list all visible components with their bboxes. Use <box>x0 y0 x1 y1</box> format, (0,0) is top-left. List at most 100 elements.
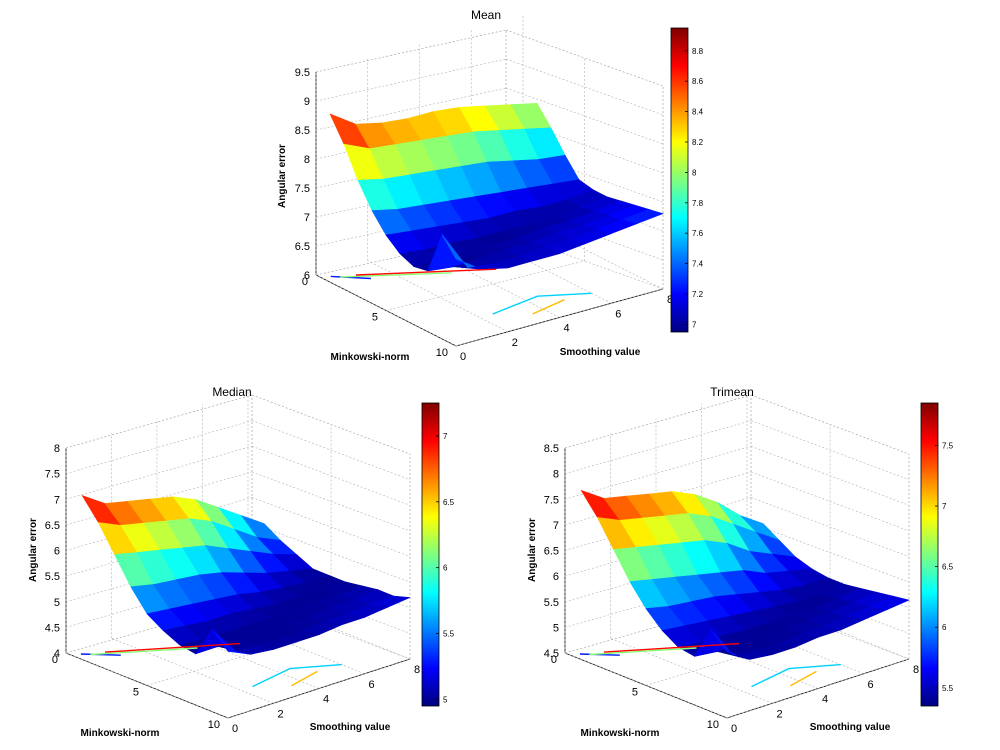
z-tick-label: 4 <box>54 648 60 660</box>
y-tick-label: 0 <box>302 276 308 288</box>
z-grid-line <box>65 420 253 474</box>
z-axis-label: Angular error <box>28 518 39 582</box>
colorbar-tick-label: 7.6 <box>692 229 704 238</box>
floor-contour <box>291 670 318 687</box>
colorbar-tick-label: 7 <box>942 502 947 511</box>
z-tick-label: 5 <box>54 597 60 609</box>
surface-patch <box>622 209 664 224</box>
z-grid-line <box>315 58 507 102</box>
x-tick-label: 8 <box>414 664 420 676</box>
z-grid-line <box>564 420 752 474</box>
y-tick-label: 0 <box>52 654 58 666</box>
y-tick-label: 10 <box>436 347 448 359</box>
colorbar-tick-label: 8 <box>692 168 697 177</box>
y-axis-label: Minkowski-norm <box>331 352 410 363</box>
z-tick-label: 4.5 <box>45 622 60 634</box>
x-tick-label: 2 <box>512 337 518 349</box>
colorbar-tick-label: 7.2 <box>692 290 704 299</box>
colorbar-tick-label: 7.4 <box>692 260 704 269</box>
chart-median: 4 4.5 5 5.5 6 6.5 7 7.5 8 0 2 4 6 8 0 5 10 Median Angular … <box>28 385 455 739</box>
z-tick-label: 6.5 <box>45 520 60 532</box>
z-grid-line <box>750 420 910 480</box>
floor-contour <box>603 642 740 653</box>
z-grid-line <box>65 394 253 449</box>
y-tick-label: 0 <box>551 654 557 666</box>
z-tick-label: 7 <box>304 212 310 224</box>
floor-contour <box>80 653 121 656</box>
z-grid-line <box>564 394 752 449</box>
chart-trimean: 4.5 5 5.5 6 6.5 7 7.5 8 8.5 0 2 4 6 8 0 5 10 Trimean Angul… <box>527 385 954 739</box>
x-axis-label: Smoothing value <box>310 722 391 733</box>
x-tick-label: 8 <box>667 294 673 306</box>
floor-contour <box>579 653 620 656</box>
z-tick-label: 7.5 <box>295 183 310 195</box>
z-tick-label: 5.5 <box>544 597 559 609</box>
y-tick-label: 5 <box>372 312 378 324</box>
z-tick-label: 6 <box>54 546 60 558</box>
z-tick-label: 7 <box>553 520 559 532</box>
z-grid-line <box>750 497 910 557</box>
x-grid-line <box>610 637 773 704</box>
floor-contour <box>252 663 342 688</box>
colorbar-tick-label: 7 <box>692 320 697 329</box>
z-tick-label: 6.5 <box>295 241 310 253</box>
floor-contour <box>751 663 841 688</box>
z-grid-line <box>315 29 507 73</box>
x-tick-label: 8 <box>913 664 919 676</box>
floor-contour <box>589 647 697 656</box>
colorbar-tick-label: 5.5 <box>443 630 455 639</box>
floor-contour <box>532 299 565 315</box>
x-tick-label: 4 <box>564 323 570 335</box>
chart-title: Median <box>212 385 251 399</box>
z-tick-label: 7.5 <box>544 494 559 506</box>
z-tick-label: 8.5 <box>295 125 310 137</box>
floor-contour <box>340 272 452 278</box>
x-tick-label: 6 <box>369 679 375 691</box>
surface-patch <box>869 595 910 611</box>
chart-title: Trimean <box>710 385 754 399</box>
z-tick-label: 8 <box>553 469 559 481</box>
y-tick-label: 10 <box>707 719 719 731</box>
surface-patch <box>369 595 411 608</box>
chart-title: Mean <box>471 8 501 22</box>
colorbar-tick-label: 8.6 <box>692 77 704 86</box>
colorbar-tick-label: 7.5 <box>942 441 954 450</box>
y-axis-label: Minkowski-norm <box>581 728 660 739</box>
x-axis-label: Smoothing value <box>560 347 641 358</box>
colorbar-tick-label: 8.2 <box>692 138 704 147</box>
y-tick-label: 10 <box>208 719 220 731</box>
colorbar-tick-label: 7 <box>443 432 448 441</box>
colorbar-tick-label: 8.8 <box>692 47 704 56</box>
z-grid-line <box>564 445 752 500</box>
colorbar <box>421 402 440 707</box>
floor-contour <box>330 275 371 280</box>
x-tick-label: 4 <box>323 694 329 706</box>
colorbar <box>920 402 939 707</box>
x-tick-label: 2 <box>278 708 284 720</box>
x-tick-label: 0 <box>232 723 238 735</box>
floor-contour <box>104 642 241 653</box>
y-tick-label: 5 <box>133 687 139 699</box>
z-grid-line <box>505 29 664 87</box>
z-tick-label: 9 <box>304 96 310 108</box>
colorbar-tick-label: 7.8 <box>692 199 704 208</box>
surface <box>580 489 910 660</box>
floor-contour <box>90 647 198 656</box>
colorbar-tick-label: 6.5 <box>942 563 954 572</box>
surface <box>329 102 664 272</box>
z-tick-label: 4.5 <box>544 648 559 660</box>
z-tick-label: 5 <box>553 622 559 634</box>
z-tick-label: 8 <box>304 154 310 166</box>
z-tick-label: 8 <box>54 443 60 455</box>
surface <box>81 494 411 655</box>
colorbar-tick-label: 5 <box>443 695 448 704</box>
colorbar-tick-label: 8.4 <box>692 108 704 117</box>
colorbar <box>670 27 689 333</box>
colorbar-tick-label: 6.5 <box>443 498 455 507</box>
y-tick-label: 5 <box>632 687 638 699</box>
z-axis-label: Angular error <box>527 518 538 582</box>
x-grid-line <box>564 652 728 719</box>
x-grid-line <box>65 652 229 719</box>
floor-contour <box>790 670 817 687</box>
